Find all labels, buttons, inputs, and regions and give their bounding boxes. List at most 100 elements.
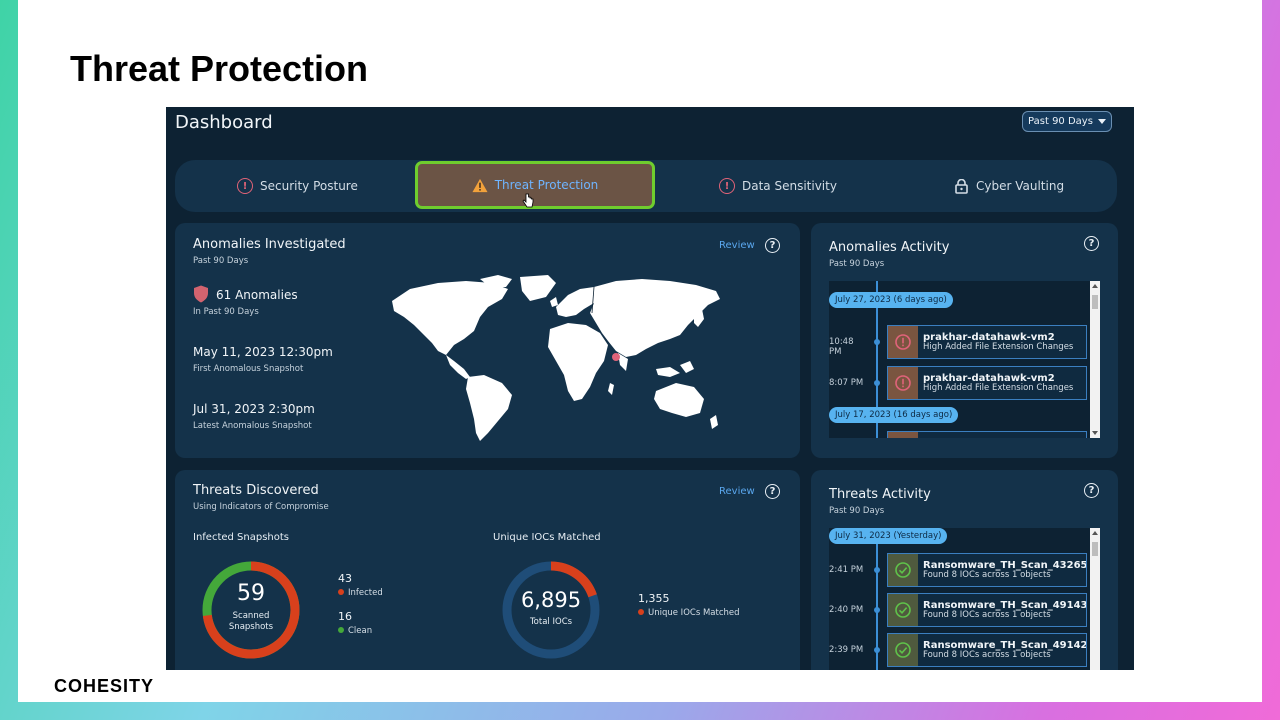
help-icon[interactable]: ? <box>1084 483 1099 498</box>
legend-dot-matched <box>638 609 644 615</box>
anomalies-timeline: July 27, 2023 (6 days ago) 10:48 PM prak… <box>829 281 1100 438</box>
shield-icon <box>194 285 208 303</box>
date-chip: July 17, 2023 (16 days ago) <box>829 407 959 423</box>
clean-value: 16 <box>338 610 352 623</box>
event-name: Ransomware_TH_Scan_49142_1... <box>923 639 1086 651</box>
card-subtitle: Past 90 Days <box>193 256 249 266</box>
card-subtitle: Past 90 Days <box>829 506 885 516</box>
scroll-thumb[interactable] <box>1092 542 1098 556</box>
scanned-label-2: Snapshots <box>228 622 274 632</box>
anomaly-event-partial[interactable] <box>887 431 1087 438</box>
alert-circle-icon: ! <box>719 178 735 194</box>
event-desc: Found 8 IOCs across 1 objects <box>923 569 1051 580</box>
alert-circle-icon <box>888 326 918 358</box>
tab-data-sensitivity[interactable]: ! Data Sensitivity <box>719 160 837 212</box>
date-chip: July 31, 2023 (Yesterday) <box>829 528 948 544</box>
threats-timeline: July 31, 2023 (Yesterday) 2:41 PM Ransom… <box>829 528 1100 670</box>
legend-dot-clean <box>338 627 344 633</box>
scroll-down-icon[interactable] <box>1092 431 1098 435</box>
scroll-up-icon[interactable] <box>1092 531 1098 535</box>
card-title: Anomalies Activity <box>829 240 950 255</box>
first-snapshot-label: First Anomalous Snapshot <box>193 364 304 374</box>
alert-circle-icon: ! <box>237 178 253 194</box>
clean-label: Clean <box>348 626 373 636</box>
tab-threat-protection[interactable]: Threat Protection <box>415 161 655 209</box>
unique-iocs-donut <box>502 561 600 659</box>
donut-matched-arc <box>502 561 600 659</box>
threats-discovered-card: Threats Discovered Using Indicators of C… <box>175 470 800 670</box>
lock-icon <box>953 178 969 194</box>
matched-value: 1,355 <box>638 592 670 605</box>
help-icon[interactable]: ? <box>765 484 780 499</box>
event-time: 10:48 PM <box>829 337 854 357</box>
event-desc: Found 8 IOCs across 1 objects <box>923 609 1051 620</box>
event-desc: High Added File Extension Changes <box>923 382 1074 393</box>
total-iocs: 6,895 <box>520 588 582 612</box>
check-circle-icon <box>888 634 918 666</box>
matched-label: Unique IOCs Matched <box>648 608 740 618</box>
event-desc: High Added File Extension Changes <box>923 341 1074 352</box>
event-name: prakhar-datahawk-vm2 <box>923 372 1055 384</box>
brand-logo: COHESITY <box>54 676 155 696</box>
timeline-scrollbar[interactable] <box>1090 281 1100 438</box>
card-subtitle: Past 90 Days <box>829 259 885 269</box>
world-map <box>392 275 720 441</box>
timeline-dot <box>874 339 880 345</box>
scanned-label-1: Scanned <box>232 611 270 621</box>
threats-activity-card: Threats Activity Past 90 Days ? July 31,… <box>811 470 1118 670</box>
timeline-dot <box>874 647 880 653</box>
infected-value: 43 <box>338 572 352 585</box>
event-time: 8:07 PM <box>829 378 864 388</box>
check-circle-icon <box>888 594 918 626</box>
review-link[interactable]: Review <box>719 240 755 251</box>
tab-label: Cyber Vaulting <box>976 179 1065 193</box>
event-time: 2:39 PM <box>829 645 864 655</box>
tab-label: Data Sensitivity <box>742 179 837 193</box>
help-icon[interactable]: ? <box>1084 236 1099 251</box>
unique-iocs-label: Unique IOCs Matched <box>493 532 601 543</box>
scroll-up-icon[interactable] <box>1092 284 1098 288</box>
latest-snapshot-value: Jul 31, 2023 2:30pm <box>193 402 315 416</box>
scanned-total: 59 <box>237 581 265 606</box>
timeline-line <box>876 528 878 670</box>
card-title: Anomalies Investigated <box>193 237 346 252</box>
date-range-dropdown[interactable]: Past 90 Days <box>1022 111 1112 132</box>
card-title: Threats Discovered <box>193 483 319 498</box>
event-desc: Found 8 IOCs across 1 objects <box>923 649 1051 660</box>
warning-triangle-icon <box>472 177 488 193</box>
help-icon[interactable]: ? <box>765 238 780 253</box>
anomalies-count: 61 Anomalies <box>216 288 298 302</box>
tab-label: Security Posture <box>260 179 358 193</box>
anomalies-count-sub: In Past 90 Days <box>193 307 259 317</box>
slide-title: Threat Protection <box>70 48 369 89</box>
legend-dot-infected <box>338 589 344 595</box>
timeline-dot <box>874 380 880 386</box>
timeline-dot <box>874 607 880 613</box>
card-title: Threats Activity <box>829 487 931 502</box>
date-chip: July 27, 2023 (6 days ago) <box>829 292 953 308</box>
timeline-scrollbar[interactable] <box>1090 528 1100 670</box>
dashboard-screenshot: Dashboard Past 90 Days ! Security Postur… <box>166 107 1134 670</box>
scroll-thumb[interactable] <box>1092 295 1098 309</box>
anomaly-event[interactable]: prakhar-datahawk-vm2 High Added File Ext… <box>887 325 1087 359</box>
tab-security-posture[interactable]: ! Security Posture <box>237 160 358 212</box>
event-name: Ransomware_TH_Scan_49143_1... <box>923 599 1086 611</box>
check-circle-icon <box>888 554 918 586</box>
threat-event[interactable]: Ransomware_TH_Scan_49143_1... Found 8 IO… <box>887 593 1087 627</box>
anomaly-event[interactable]: prakhar-datahawk-vm2 High Added File Ext… <box>887 366 1087 400</box>
anomaly-location-marker[interactable] <box>612 353 620 361</box>
total-iocs-label: Total IOCs <box>529 617 573 627</box>
dashboard-title: Dashboard <box>175 112 273 133</box>
threat-event[interactable]: Ransomware_TH_Scan_49142_1... Found 8 IO… <box>887 633 1087 667</box>
date-range-label: Past 90 Days <box>1028 116 1093 127</box>
dashboard-tabs: ! Security Posture Threat Protection ! D… <box>175 160 1117 212</box>
event-name: prakhar-datahawk-vm2 <box>923 331 1055 343</box>
review-link[interactable]: Review <box>719 486 755 497</box>
anomalies-activity-card: Anomalies Activity Past 90 Days ? July 2… <box>811 223 1118 458</box>
donut-infected-arc <box>202 561 300 659</box>
tab-cyber-vaulting[interactable]: Cyber Vaulting <box>953 160 1064 212</box>
threat-event[interactable]: Ransomware_TH_Scan_43265_1... Found 8 IO… <box>887 553 1087 587</box>
first-snapshot-value: May 11, 2023 12:30pm <box>193 345 333 359</box>
infected-snapshots-donut <box>202 561 300 659</box>
infected-snapshots-label: Infected Snapshots <box>193 532 290 543</box>
